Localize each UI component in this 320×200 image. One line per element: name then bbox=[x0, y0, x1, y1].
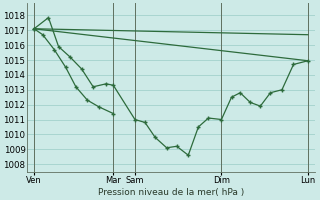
X-axis label: Pression niveau de la mer( hPa ): Pression niveau de la mer( hPa ) bbox=[98, 188, 244, 197]
